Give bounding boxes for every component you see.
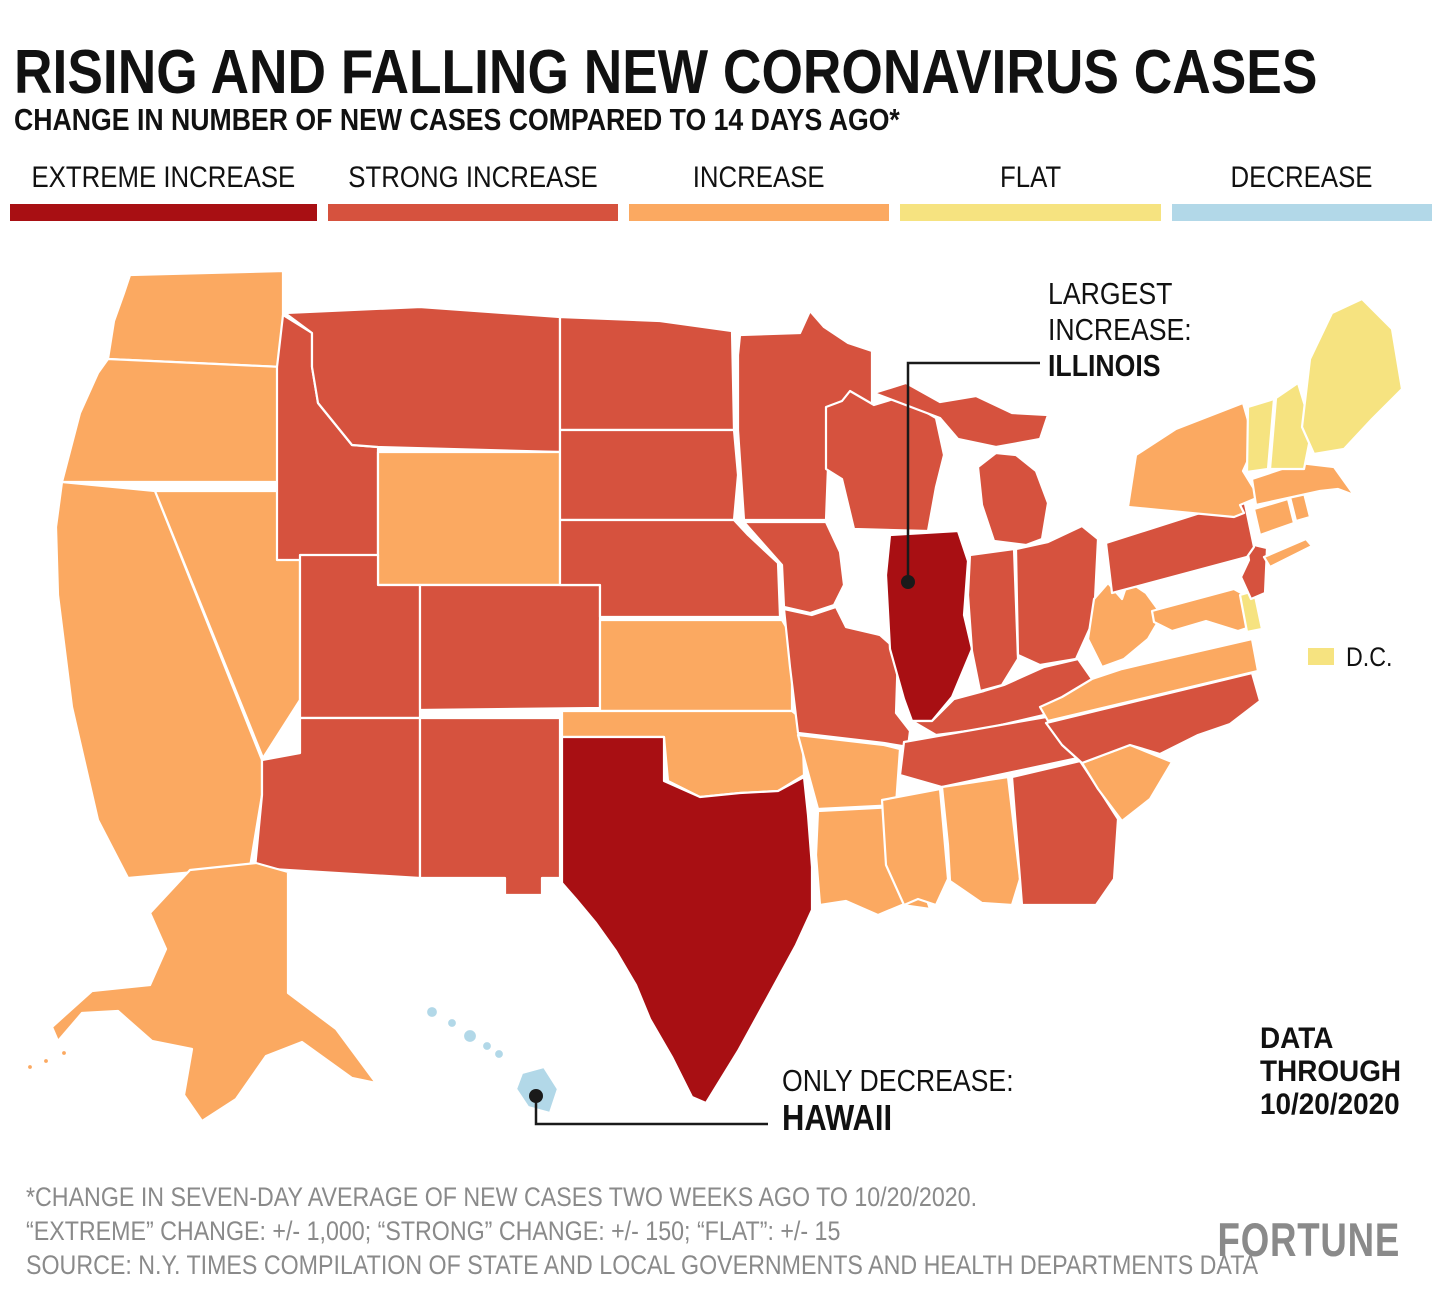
annotation-text: LARGEST — [1048, 276, 1173, 311]
only-decrease-annotation: ONLY DECREASE: HAWAII — [782, 1062, 1051, 1136]
illinois-callout-dot — [901, 575, 915, 589]
dc-legend-label: D.C. — [1346, 642, 1393, 672]
state-mi — [976, 451, 1050, 547]
legend-swatch-flat — [900, 204, 1161, 221]
legend-item-decrease: DECREASE — [1171, 161, 1432, 221]
state-md — [1150, 587, 1258, 633]
legend-label: INCREASE — [693, 161, 825, 194]
footnote-line: “EXTREME” CHANGE: +/- 1,000; “STRONG” CH… — [26, 1216, 841, 1246]
state-or — [60, 357, 285, 484]
state-co — [418, 583, 602, 712]
state-hi-island — [445, 1016, 459, 1030]
state-az — [253, 716, 422, 880]
state-al — [940, 775, 1022, 907]
state-hi-island — [480, 1039, 494, 1053]
page-subtitle: CHANGE IN NUMBER OF NEW CASES COMPARED T… — [14, 104, 1044, 135]
state-ct — [1252, 497, 1296, 537]
state-vt — [1245, 397, 1276, 474]
state-wi — [824, 389, 946, 533]
state-in — [966, 547, 1020, 693]
page-title-text: RISING AND FALLING NEW CORONAVIRUS CASES — [14, 38, 1318, 107]
legend-label: FLAT — [999, 161, 1061, 194]
legend-item-increase: INCREASE — [628, 161, 890, 221]
state-tx — [560, 735, 814, 1105]
annotation-text: ONLY DECREASE: — [782, 1063, 1014, 1098]
dc-legend-swatch — [1308, 648, 1334, 665]
page-subtitle-text: CHANGE IN NUMBER OF NEW CASES COMPARED T… — [14, 102, 900, 137]
state-va — [1038, 637, 1260, 723]
footnote-line: *CHANGE IN SEVEN-DAY AVERAGE OF NEW CASE… — [26, 1182, 978, 1212]
footnotes: *CHANGE IN SEVEN-DAY AVERAGE OF NEW CASE… — [26, 1180, 1440, 1282]
state-ny — [1262, 537, 1314, 569]
legend-item-flat: FLAT — [900, 161, 1161, 221]
state-me — [1300, 297, 1404, 456]
state-wv — [1086, 579, 1164, 669]
legend-item-extreme-increase: EXTREME INCREASE — [10, 161, 317, 221]
legend-label: EXTREME INCREASE — [31, 161, 296, 194]
legend-swatch-strong-increase — [327, 204, 618, 221]
state-ne — [558, 518, 782, 619]
state-ar — [796, 733, 902, 811]
legend-label: STRONG INCREASE — [348, 161, 598, 194]
state-hi-island — [492, 1047, 506, 1061]
hawaii-callout-dot — [529, 1089, 543, 1103]
legend-swatch-decrease — [1171, 204, 1432, 221]
state-hi-island — [461, 1027, 479, 1045]
us-choropleth-map — [0, 255, 1440, 1160]
data-through-note: DATA THROUGH 10/20/2020 — [1260, 1022, 1402, 1121]
state-wa — [106, 269, 285, 369]
legend-swatch-extreme-increase — [10, 204, 317, 221]
state-ms — [880, 787, 950, 907]
illinois-callout-line — [906, 361, 1040, 582]
legend-swatch-increase — [628, 204, 890, 221]
state-ks — [598, 618, 794, 713]
state-wy — [376, 450, 562, 587]
state-ak-island — [25, 1062, 35, 1072]
legend: EXTREME INCREASE STRONG INCREASE INCREAS… — [10, 161, 1432, 221]
state-nd — [558, 315, 736, 432]
us-map-svg — [25, 269, 1404, 1126]
legend-label: DECREASE — [1230, 161, 1373, 194]
state-il — [884, 529, 974, 723]
state-oh — [1014, 524, 1100, 667]
annotation-text: INCREASE: — [1048, 312, 1192, 347]
annotation-state-label: ILLINOIS — [1048, 348, 1161, 383]
state-mi — [872, 381, 1050, 449]
state-nm — [418, 716, 562, 897]
annotation-state-label: HAWAII — [782, 1097, 893, 1138]
state-sd — [558, 428, 740, 522]
state-ca — [54, 480, 264, 880]
state-ia — [742, 520, 846, 615]
state-ny — [1126, 401, 1261, 519]
hawaii-callout-line — [534, 1096, 768, 1126]
legend-item-strong-increase: STRONG INCREASE — [327, 161, 618, 221]
state-ak-island — [59, 1048, 69, 1058]
state-nj — [1239, 541, 1269, 601]
largest-increase-annotation: LARGEST INCREASE: ILLINOIS — [1048, 276, 1215, 384]
state-mo — [782, 605, 912, 749]
state-ak-island — [41, 1056, 51, 1066]
state-hi-island — [424, 1004, 440, 1020]
fortune-logo: FORTUNE — [1217, 1213, 1400, 1266]
state-nh — [1268, 381, 1314, 471]
page-title: RISING AND FALLING NEW CORONAVIRUS CASES — [14, 42, 1440, 104]
state-ak — [50, 861, 378, 1123]
footnote-line: SOURCE: N.Y. TIMES COMPILATION OF STATE … — [26, 1250, 1259, 1280]
state-nc — [1044, 671, 1262, 765]
state-mt — [283, 305, 562, 454]
